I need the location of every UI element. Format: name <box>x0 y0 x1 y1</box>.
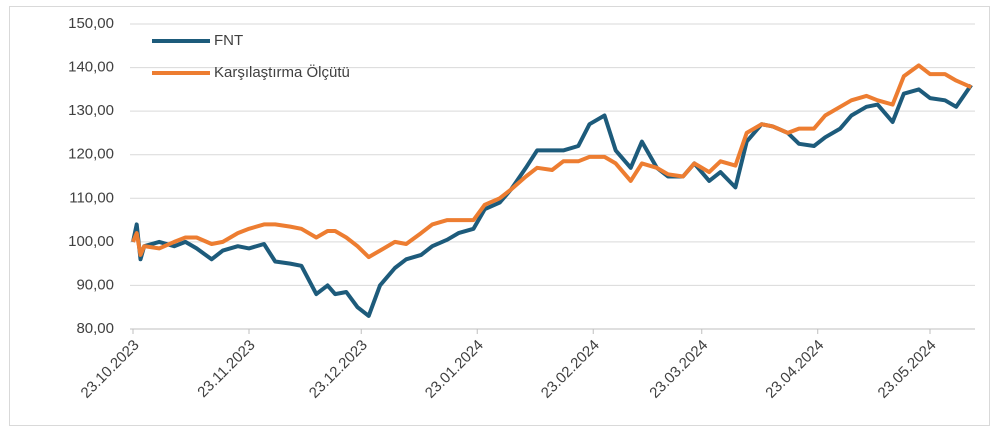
y-tick-label: 90,00 <box>76 276 114 293</box>
chart-frame <box>9 6 990 426</box>
legend-label: Karşılaştırma Ölçütü <box>214 63 350 81</box>
y-tick-label: 150,00 <box>68 15 114 32</box>
series-line <box>131 63 973 260</box>
series-line <box>131 83 973 318</box>
y-tick-label: 100,00 <box>68 233 114 250</box>
legend-label: FNT <box>214 32 243 49</box>
y-tick-label: 80,00 <box>76 320 114 337</box>
y-tick-label: 130,00 <box>68 102 114 119</box>
y-tick-label: 110,00 <box>69 189 114 206</box>
y-tick-label: 140,00 <box>68 59 114 76</box>
y-tick-label: 120,00 <box>68 146 114 163</box>
